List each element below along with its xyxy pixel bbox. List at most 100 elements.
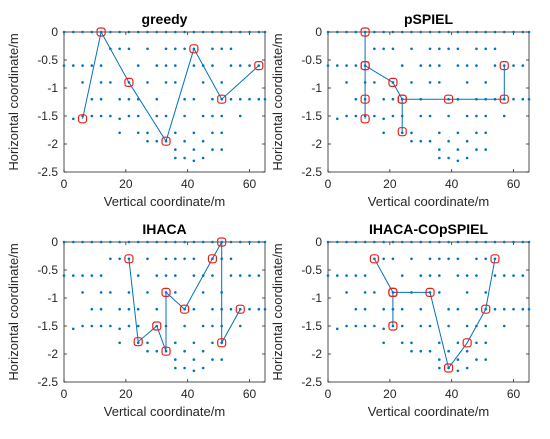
grid-point [81, 240, 84, 244]
selected-node [388, 287, 398, 297]
grid-point [90, 307, 94, 311]
grid-point [475, 257, 478, 261]
grid-point [512, 64, 515, 67]
grid-point [438, 81, 441, 84]
grid-point [363, 274, 367, 277]
grid-point [475, 307, 478, 311]
y-tick-label: -1.5 [37, 109, 58, 123]
grid-point [456, 274, 460, 277]
grid-point [183, 114, 186, 118]
grid-point [127, 307, 131, 311]
grid-point [382, 257, 385, 261]
grid-point [118, 97, 121, 101]
grid-point [211, 148, 214, 151]
grid-point [174, 148, 177, 151]
grid-point [155, 30, 159, 34]
grid-point [155, 307, 159, 311]
grid-point [81, 30, 84, 34]
grid-point [201, 30, 205, 34]
grid-point [410, 139, 413, 143]
grid-point [438, 291, 441, 294]
grid-point [174, 47, 177, 51]
grid-point [136, 131, 140, 135]
grid-point [428, 47, 432, 51]
grid-point [354, 324, 358, 328]
grid-point [502, 30, 506, 34]
grid-point [345, 291, 348, 294]
x-tick-label: 60 [507, 177, 521, 191]
grid-point [456, 47, 460, 51]
grid-point [211, 131, 214, 135]
path-line [364, 32, 505, 132]
grid-point [192, 30, 196, 34]
grid-point [220, 30, 224, 34]
selected-node [462, 338, 472, 348]
grid-point [465, 324, 469, 328]
grid-point [146, 30, 149, 34]
y-tick-label: -2 [47, 137, 58, 151]
grid-point [201, 81, 205, 84]
grid-point [164, 30, 168, 34]
grid-point [410, 349, 413, 353]
grid-point [164, 47, 168, 51]
grid-point [146, 257, 149, 261]
grid-point [220, 148, 224, 151]
grid-point [428, 324, 432, 328]
grid-point [192, 257, 196, 261]
grid-point [391, 257, 395, 261]
grid-point [155, 240, 159, 244]
selected-node [254, 60, 264, 71]
grid-point [90, 30, 94, 34]
grid-point [211, 64, 214, 67]
grid-point [229, 64, 233, 67]
grid-point [521, 240, 525, 244]
grid-point [502, 307, 506, 311]
grid-point [248, 30, 251, 34]
grid-point [257, 307, 261, 311]
grid-point [345, 324, 348, 328]
chart-title: IHACA-COpSPIEL [369, 221, 488, 237]
grid-point [248, 97, 251, 101]
grid-point [146, 240, 149, 244]
selected-node [207, 254, 218, 264]
path-line [128, 240, 241, 352]
selected-node [388, 77, 398, 88]
grid-point [345, 274, 348, 277]
grid-point [118, 240, 121, 244]
grid-point [136, 64, 140, 67]
grid-point [90, 97, 94, 101]
grid-point [81, 64, 84, 67]
grid-point [211, 324, 214, 328]
grid-point [99, 81, 103, 84]
grid-point [127, 324, 131, 328]
y-tick-label: 0 [51, 235, 58, 249]
grid-point [400, 341, 404, 345]
grid-point [493, 64, 497, 67]
y-axis-label: Horizontal coordinate/m [270, 243, 285, 380]
grid-point [201, 139, 205, 143]
axes-box [327, 241, 530, 383]
grid-point [391, 30, 395, 34]
x-tick-label: 0 [61, 177, 68, 191]
grid-point [238, 114, 242, 118]
grid-point [465, 349, 469, 353]
grid-point [521, 30, 525, 34]
grid-point [484, 47, 488, 51]
grid-point [456, 64, 460, 67]
grid-point [335, 327, 339, 331]
grid-point [456, 257, 460, 261]
grid-point [410, 47, 413, 51]
path-line [373, 258, 496, 370]
grid-point [428, 81, 432, 84]
grid-point [475, 131, 478, 135]
y-axis-label: Horizontal coordinate/m [6, 33, 21, 170]
y-tick-label: -0.5 [301, 53, 322, 67]
x-tick-label: 20 [383, 387, 397, 401]
grid-point [484, 81, 488, 84]
grid-point [410, 257, 413, 261]
grid-point [248, 274, 251, 277]
grid-point [400, 30, 404, 34]
grid-point [183, 139, 186, 143]
grid-point [155, 64, 159, 67]
grid-point [174, 291, 177, 294]
